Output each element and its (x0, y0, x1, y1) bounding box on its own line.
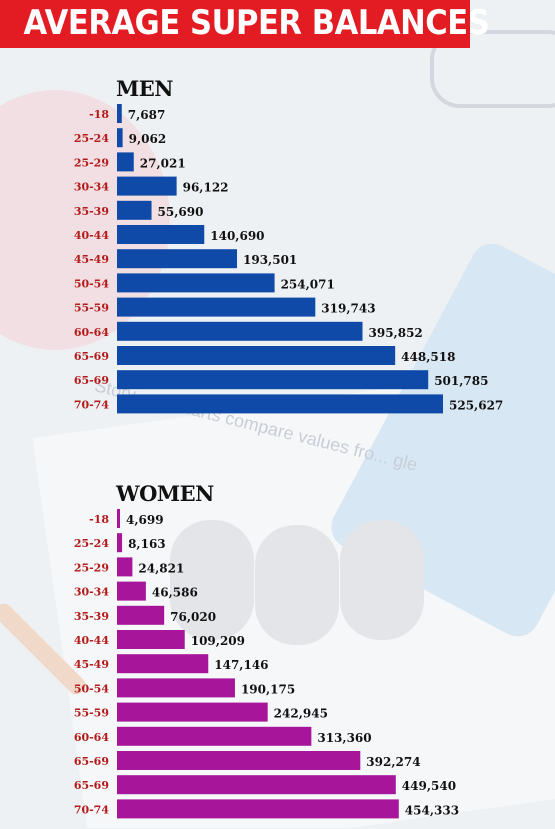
women-value-label: 242,945 (274, 707, 328, 721)
men-bar (117, 249, 238, 269)
men-category-label: 40-44 (74, 229, 110, 242)
men-section-title: MEN (116, 76, 173, 101)
men-bar (117, 128, 123, 148)
women-category-label: 65-69 (74, 779, 109, 792)
women-category-label: 40-44 (74, 634, 110, 647)
women-value-label: 449,540 (402, 779, 456, 793)
women-category-label: 25-24 (74, 537, 110, 550)
women-value-label: 392,274 (366, 755, 420, 769)
women-value-label: 313,360 (317, 731, 371, 745)
women-category-label: -18 (89, 513, 109, 526)
women-bar (117, 557, 133, 577)
men-value-label: 448,518 (401, 350, 455, 364)
women-bar (117, 751, 361, 770)
women-bar (117, 605, 165, 625)
women-category-label: 35-39 (74, 610, 109, 623)
men-value-label: 7,687 (128, 108, 166, 122)
women-bar (117, 509, 120, 528)
women-bar (117, 775, 396, 795)
men-value-label: 254,071 (281, 277, 335, 291)
women-bar (117, 581, 146, 601)
men-value-label: 319,743 (321, 302, 375, 316)
men-category-label: 60-64 (74, 326, 110, 339)
glasses-image (430, 30, 555, 108)
men-bar (117, 104, 122, 123)
women-value-label: 8,163 (128, 537, 166, 551)
men-bar-chart: -18 7,687 25-24 9,062 25-29 27,021 30-34 96,122… (74, 104, 503, 414)
women-bar (117, 726, 312, 746)
women-value-label: 454,333 (405, 803, 459, 817)
women-category-label: 60-64 (74, 731, 110, 744)
men-bar (117, 200, 152, 220)
men-bar (117, 370, 429, 390)
men-bar (117, 321, 363, 341)
men-value-label: 395,852 (369, 326, 423, 340)
women-bar (117, 654, 209, 674)
women-bar (117, 678, 235, 698)
men-value-label: 96,122 (183, 181, 229, 195)
women-bar (117, 702, 268, 722)
men-bar (117, 297, 316, 317)
women-value-label: 109,209 (191, 634, 245, 648)
men-value-label: 27,021 (140, 156, 186, 170)
women-category-label: 70-74 (74, 803, 110, 816)
men-category-label: 65-69 (74, 350, 109, 363)
men-value-label: 140,690 (210, 229, 264, 243)
men-category-label: 25-29 (74, 156, 109, 169)
men-bar (117, 152, 134, 172)
women-category-label: 25-29 (74, 561, 109, 574)
men-value-label: 9,062 (129, 132, 167, 146)
men-category-label: 70-74 (74, 398, 110, 411)
men-value-label: 525,627 (449, 398, 503, 412)
women-bar (117, 630, 185, 649)
women-category-label: 45-49 (74, 658, 109, 671)
women-value-label: 76,020 (170, 610, 216, 624)
women-section-title: WOMEN (116, 481, 214, 506)
men-category-label: 65-69 (74, 374, 109, 387)
men-value-label: 55,690 (158, 205, 204, 219)
women-category-label: 50-54 (74, 682, 110, 695)
women-bar-chart: -18 4,699 25-24 8,163 25-29 24,821 30-34 46,586… (74, 509, 459, 819)
men-category-label: 50-54 (74, 277, 110, 290)
women-value-label: 4,699 (126, 513, 164, 527)
men-bar (117, 225, 205, 244)
title-banner: AVERAGE SUPER BALANCES (0, 0, 490, 48)
men-category-label: 45-49 (74, 253, 109, 266)
women-value-label: 46,586 (152, 586, 198, 600)
men-bar (117, 176, 177, 196)
women-category-label: 30-34 (74, 586, 110, 599)
men-bar (117, 273, 275, 293)
coin-stack-image (170, 520, 254, 640)
coin-stack-image (255, 525, 339, 645)
women-bar (117, 799, 399, 819)
women-bar (117, 533, 123, 553)
women-value-label: 190,175 (241, 682, 295, 696)
men-category-label: 30-34 (74, 181, 110, 194)
women-value-label: 24,821 (138, 561, 184, 575)
men-category-label: 55-59 (74, 302, 109, 315)
women-category-label: 65-69 (74, 755, 109, 768)
men-value-label: 193,501 (243, 253, 297, 267)
men-bar (117, 394, 443, 414)
women-value-label: 147,146 (214, 658, 268, 672)
men-category-label: 35-39 (74, 205, 109, 218)
women-category-label: 55-59 (74, 707, 109, 720)
men-category-label: 25-24 (74, 132, 110, 145)
coin-stack-image (340, 520, 424, 640)
chart-title: AVERAGE SUPER BALANCES (23, 3, 490, 43)
men-bar (117, 346, 396, 365)
men-value-label: 501,785 (434, 374, 488, 388)
men-category-label: -18 (89, 108, 109, 121)
